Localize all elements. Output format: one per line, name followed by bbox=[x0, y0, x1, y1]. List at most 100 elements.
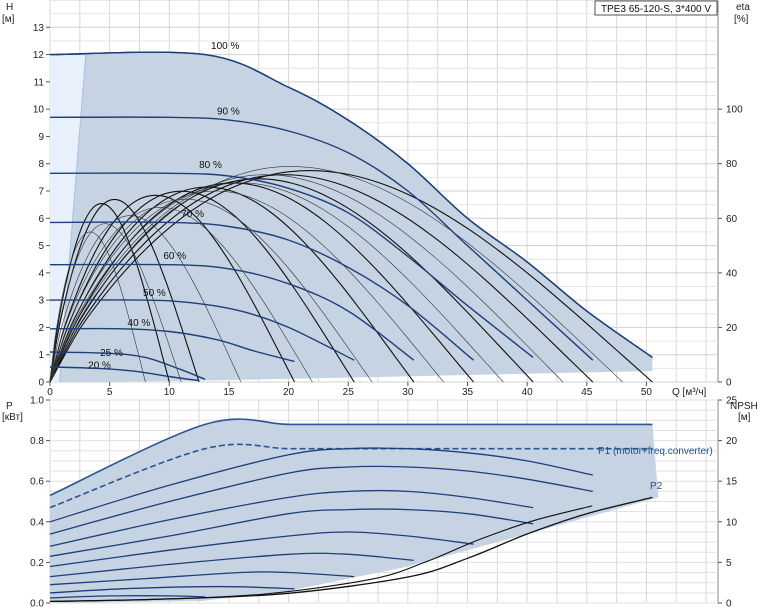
eta-tick-label: 60 bbox=[726, 214, 738, 225]
npsh-tick-label: 20 bbox=[726, 436, 738, 447]
eta-axis-unit: [%] bbox=[734, 14, 749, 25]
head-curve bbox=[49, 172, 534, 358]
p-tick-label: 1.0 bbox=[30, 396, 44, 407]
y-tick-label: 9 bbox=[38, 132, 44, 143]
y-tick-label: 7 bbox=[38, 187, 44, 198]
y-tick-label: 13 bbox=[33, 23, 45, 34]
x-tick-label: 0 bbox=[47, 387, 53, 398]
power-curve bbox=[49, 585, 295, 594]
npsh-tick-label: 10 bbox=[726, 517, 738, 528]
eta-curve bbox=[49, 186, 415, 383]
npsh-axis-label: NPSH bbox=[730, 401, 758, 412]
power-curve bbox=[49, 489, 534, 547]
eta-axis-label: eta bbox=[736, 2, 750, 13]
speed-label: 80 % bbox=[199, 160, 222, 171]
y-tick-label: 10 bbox=[33, 105, 45, 116]
p-tick-label: 0.2 bbox=[30, 558, 44, 569]
speed-label: 100 % bbox=[211, 41, 239, 52]
head-axis-unit: [м] bbox=[2, 14, 15, 25]
y-tick-label: 11 bbox=[34, 77, 45, 88]
head-curve bbox=[49, 116, 594, 361]
x-tick-label: 20 bbox=[283, 387, 295, 398]
power-axis-unit: [кВт] bbox=[2, 412, 23, 423]
eta-tick-label: 40 bbox=[726, 268, 738, 279]
efficiency-curves bbox=[49, 166, 653, 383]
p-tick-label: 0.8 bbox=[30, 436, 44, 447]
power-curve bbox=[49, 571, 355, 586]
npsh-curve-2 bbox=[49, 505, 593, 603]
power-curve bbox=[49, 595, 206, 599]
eta-curve-thin bbox=[49, 223, 182, 383]
y-tick-label: 4 bbox=[38, 268, 44, 279]
operating-area-fill bbox=[50, 52, 653, 383]
y-tick-label: 6 bbox=[38, 214, 44, 225]
eta-curve-thin bbox=[49, 182, 504, 383]
speed-label: 50 % bbox=[143, 288, 166, 299]
eta-curve bbox=[49, 170, 653, 383]
p-tick-label: 0.0 bbox=[30, 599, 44, 610]
speed-labels: 100 % 90 % 80 % 70 % 60 % 50 % 40 % 25 %20 % bbox=[88, 41, 240, 371]
head-curve bbox=[49, 221, 474, 361]
eta-curve-thin bbox=[49, 174, 564, 383]
npsh-axis-unit: [м] bbox=[738, 412, 751, 423]
head-axis-label: H bbox=[6, 2, 13, 13]
x-tick-label: 15 bbox=[223, 387, 235, 398]
p1-series-label: P1 (motor+freq.converter) bbox=[598, 446, 713, 457]
head-axis-ticks: 0 5 10 15 20 25 30 35 40 45 5001234567891011121302… bbox=[33, 23, 743, 398]
power-curve bbox=[49, 531, 474, 568]
title-box bbox=[594, 0, 718, 16]
head-curve bbox=[49, 327, 295, 363]
speed-label: 40 % bbox=[128, 318, 151, 329]
power-curve bbox=[49, 508, 534, 557]
power-operating-area bbox=[50, 419, 659, 603]
x-tick-label: 40 bbox=[522, 387, 534, 398]
head-curve bbox=[49, 299, 355, 361]
eta-tick-label: 20 bbox=[726, 323, 738, 334]
y-tick-label: 3 bbox=[38, 296, 44, 307]
eta-curve bbox=[49, 194, 295, 383]
speed-label: 60 % bbox=[163, 251, 186, 262]
npsh-tick-label: 5 bbox=[726, 558, 732, 569]
y-tick-label: 2 bbox=[38, 323, 44, 334]
eta-curve bbox=[49, 190, 355, 383]
power-axis-ticks: 0.0 0.2 0.4 0.6 0.8 1.0 0 5 10 15 20 25 bbox=[30, 396, 737, 610]
y-tick-label: 8 bbox=[38, 159, 44, 170]
power-curves bbox=[49, 418, 653, 603]
y-tick-label: 1 bbox=[38, 350, 44, 361]
x-tick-label: 35 bbox=[462, 387, 474, 398]
speed-label: 70 % bbox=[181, 209, 204, 220]
x-tick-label: 30 bbox=[402, 387, 414, 398]
x-tick-label: 50 bbox=[641, 387, 653, 398]
p-tick-label: 0.4 bbox=[30, 517, 44, 528]
x-tick-label: 25 bbox=[343, 387, 355, 398]
x-tick-label: 45 bbox=[581, 387, 593, 398]
head-curve bbox=[49, 51, 653, 358]
x-tick-label: 10 bbox=[164, 387, 176, 398]
eta-curve-thin bbox=[49, 231, 146, 383]
p-tick-label: 0.6 bbox=[30, 477, 44, 488]
head-curve bbox=[49, 263, 415, 361]
power-area-fill bbox=[50, 419, 659, 603]
speed-label: 25 % bbox=[100, 348, 123, 359]
npsh-tick-label: 25 bbox=[726, 396, 738, 407]
eta-curve bbox=[49, 178, 534, 383]
eta-curve bbox=[49, 202, 170, 383]
chart-title: TPE3 65-120-S, 3*400 V bbox=[601, 4, 711, 15]
eta-curve-thin bbox=[49, 166, 623, 383]
power-curve bbox=[49, 418, 653, 497]
flow-axis-label: Q [м³/ч] bbox=[672, 387, 707, 398]
npsh-tick-label: 15 bbox=[726, 477, 738, 488]
eta-tick-label: 100 bbox=[726, 105, 743, 116]
eta-curve bbox=[49, 174, 594, 383]
y-tick-label: 5 bbox=[38, 241, 44, 252]
eta-tick-label: 80 bbox=[726, 159, 738, 170]
head-curve bbox=[49, 366, 200, 382]
power-curve bbox=[49, 552, 414, 578]
npsh-tick-label: 0 bbox=[726, 599, 732, 610]
speed-label: 20 % bbox=[88, 360, 111, 371]
eta-curve-thin bbox=[49, 198, 373, 383]
head-curves bbox=[49, 51, 653, 382]
x-tick-label: 5 bbox=[107, 387, 113, 398]
power-curve bbox=[49, 447, 593, 523]
